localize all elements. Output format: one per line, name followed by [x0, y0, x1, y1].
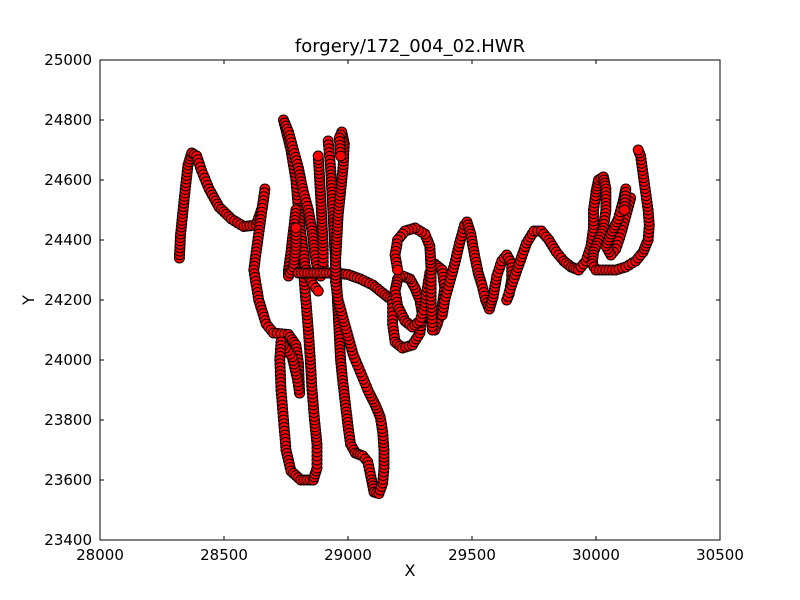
y-tick-label: 24600: [44, 171, 92, 189]
x-tick-label: 30000: [572, 546, 620, 564]
x-axis-label: X: [405, 561, 416, 580]
x-tick-label: 28500: [200, 546, 248, 564]
y-axis-ticks: 23400 23600 23800 24000 24200 24400 24600 24800…: [44, 51, 720, 549]
chart-title: forgery/172_004_02.HWR: [295, 36, 525, 57]
y-tick-label: 24400: [44, 231, 92, 249]
data-point: [619, 204, 630, 216]
data-point: [290, 222, 302, 234]
y-tick-label: 23600: [44, 471, 92, 489]
data-point: [312, 285, 324, 297]
y-tick-label: 24000: [44, 351, 92, 369]
y-tick-label: 24800: [44, 111, 92, 129]
data-points: [173, 114, 655, 499]
y-axis-label: Y: [19, 295, 38, 306]
y-tick-label: 23400: [44, 531, 92, 549]
plot-area: [100, 60, 720, 540]
x-tick-label: 28000: [76, 546, 124, 564]
x-tick-label: 29500: [448, 546, 496, 564]
data-point: [312, 150, 324, 162]
data-point: [335, 150, 347, 162]
data-point: [632, 144, 644, 156]
y-tick-label: 25000: [44, 51, 92, 69]
y-tick-label: 24200: [44, 291, 92, 309]
x-axis-ticks: 28000 28500 29000 29500 30000 30500: [76, 60, 744, 564]
y-tick-label: 23800: [44, 411, 92, 429]
x-tick-label: 29000: [324, 546, 372, 564]
data-point: [392, 264, 404, 276]
x-tick-label: 30500: [696, 546, 744, 564]
